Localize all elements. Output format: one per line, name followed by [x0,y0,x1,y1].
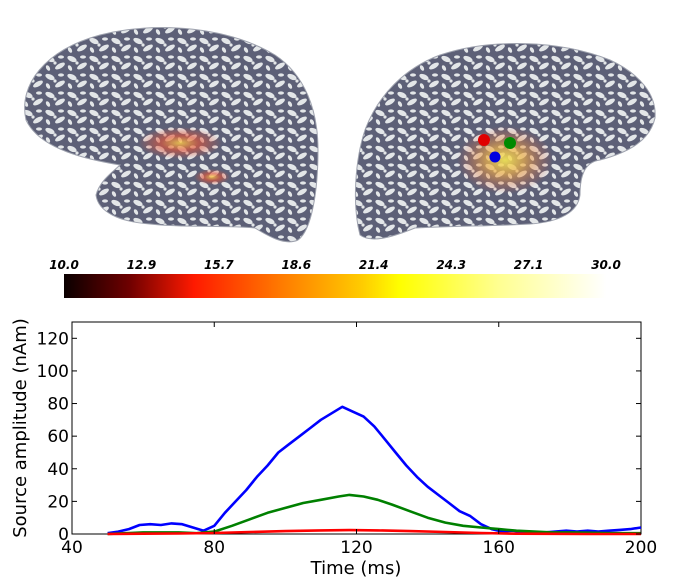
colorbar-tick-label: 24.3 [436,258,466,272]
y-tick-label: 20 [47,492,69,512]
series-line-2 [107,528,641,536]
colorbar-tick-label: 21.4 [359,258,389,272]
left-activation-blob-small [194,169,230,185]
blue-dipole-marker [489,151,501,163]
right-activation-blob [457,126,553,194]
x-axis-label: Time (ms) [310,558,402,579]
colorbar-tick-label: 15.7 [204,258,234,272]
y-tick-label: 40 [47,460,69,480]
x-tick-label: 80 [203,538,225,558]
x-tick-label: 160 [483,538,515,558]
y-tick-label: 0 [58,525,69,545]
plot-area [71,321,642,535]
colorbar-tick-label: 18.6 [281,258,311,272]
y-axis-label: Source amplitude (nAm) [10,318,31,538]
colorbar-gradient [64,274,606,298]
y-tick-label: 60 [47,427,69,447]
y-tick-label: 120 [37,329,69,349]
colorbar-tick-label: 30.0 [591,258,621,272]
y-tick-label: 80 [47,395,69,415]
right-hemisphere [354,43,656,240]
colorbar-tick-label: 27.1 [514,258,544,272]
x-tick-label: 120 [340,538,372,558]
x-tick-label: 200 [625,538,657,558]
colorbar-tick-label: 10.0 [49,258,79,272]
left-activation-blob [138,127,222,159]
source-amplitude-chart: 40 80 120 160 200 0 20 40 60 80 100 120 Time (ms) … [0,300,673,582]
colorbar: 10.0 12.9 15.7 18.6 21.4 24.3 27.1 30.0 [0,255,673,305]
left-hemisphere [24,27,319,243]
green-dipole-marker [504,137,516,149]
colorbar-tick-label: 12.9 [127,258,157,272]
brain-surface-figure [24,27,656,243]
y-tick-label: 100 [37,362,69,382]
red-dipole-marker [478,134,490,146]
x-tick-label: 40 [61,538,83,558]
